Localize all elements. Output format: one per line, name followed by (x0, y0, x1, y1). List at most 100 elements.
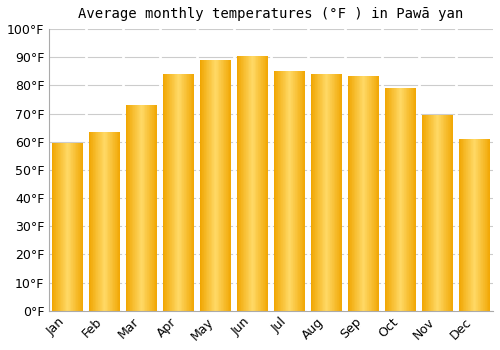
Bar (341, 74, 342, 311)
Bar (280, 71, 281, 311)
Bar (256, 56, 257, 311)
Bar (277, 71, 278, 311)
Bar (282, 71, 284, 311)
Bar (182, 74, 183, 311)
Bar (285, 71, 286, 311)
Bar (82, 143, 83, 311)
Bar (314, 74, 316, 311)
Bar (110, 132, 111, 311)
Bar (259, 56, 260, 311)
Bar (252, 56, 254, 311)
Bar (245, 56, 246, 311)
Bar (432, 115, 433, 311)
Bar (226, 60, 227, 311)
Bar (112, 132, 113, 311)
Bar (312, 74, 313, 311)
Bar (397, 88, 398, 311)
Bar (275, 71, 276, 311)
Bar (302, 71, 303, 311)
Bar (113, 132, 114, 311)
Bar (250, 56, 252, 311)
Bar (292, 71, 293, 311)
Bar (127, 105, 128, 311)
Bar (487, 139, 488, 311)
Bar (317, 74, 318, 311)
Bar (90, 132, 91, 311)
Bar (321, 74, 322, 311)
Bar (266, 56, 267, 311)
Bar (96, 132, 97, 311)
Bar (442, 115, 443, 311)
Bar (301, 71, 302, 311)
Bar (468, 139, 469, 311)
Bar (479, 139, 480, 311)
Bar (370, 76, 371, 311)
Bar (443, 115, 444, 311)
Bar (439, 115, 440, 311)
Bar (362, 76, 363, 311)
Bar (249, 56, 250, 311)
Bar (276, 71, 277, 311)
Bar (154, 105, 155, 311)
Bar (188, 74, 190, 311)
Bar (55, 143, 56, 311)
Bar (78, 143, 79, 311)
Bar (410, 88, 412, 311)
Bar (59, 143, 60, 311)
Bar (460, 139, 462, 311)
Bar (303, 71, 304, 311)
Bar (426, 115, 427, 311)
Bar (178, 74, 180, 311)
Bar (435, 115, 436, 311)
Bar (97, 132, 98, 311)
Bar (208, 60, 210, 311)
Bar (336, 74, 338, 311)
Bar (81, 143, 82, 311)
Bar (248, 56, 249, 311)
Bar (257, 56, 258, 311)
Bar (471, 139, 472, 311)
Bar (202, 60, 203, 311)
Bar (219, 60, 220, 311)
Bar (427, 115, 428, 311)
Bar (288, 71, 289, 311)
Bar (403, 88, 404, 311)
Bar (373, 76, 374, 311)
Bar (103, 132, 104, 311)
Bar (364, 76, 365, 311)
Bar (261, 56, 262, 311)
Bar (229, 60, 230, 311)
Bar (406, 88, 407, 311)
Bar (255, 56, 256, 311)
Bar (206, 60, 207, 311)
Bar (79, 143, 80, 311)
Bar (156, 105, 158, 311)
Bar (436, 115, 437, 311)
Bar (274, 71, 275, 311)
Bar (451, 115, 452, 311)
Bar (401, 88, 402, 311)
Bar (71, 143, 72, 311)
Bar (142, 105, 143, 311)
Bar (298, 71, 299, 311)
Bar (330, 74, 331, 311)
Bar (244, 56, 245, 311)
Bar (353, 76, 354, 311)
Bar (407, 88, 408, 311)
Bar (133, 105, 134, 311)
Bar (152, 105, 153, 311)
Bar (246, 56, 247, 311)
Bar (53, 143, 54, 311)
Bar (108, 132, 109, 311)
Bar (134, 105, 136, 311)
Bar (329, 74, 330, 311)
Bar (211, 60, 212, 311)
Bar (452, 115, 454, 311)
Bar (447, 115, 448, 311)
Bar (171, 74, 172, 311)
Bar (185, 74, 186, 311)
Bar (139, 105, 140, 311)
Bar (334, 74, 335, 311)
Bar (377, 76, 378, 311)
Bar (322, 74, 323, 311)
